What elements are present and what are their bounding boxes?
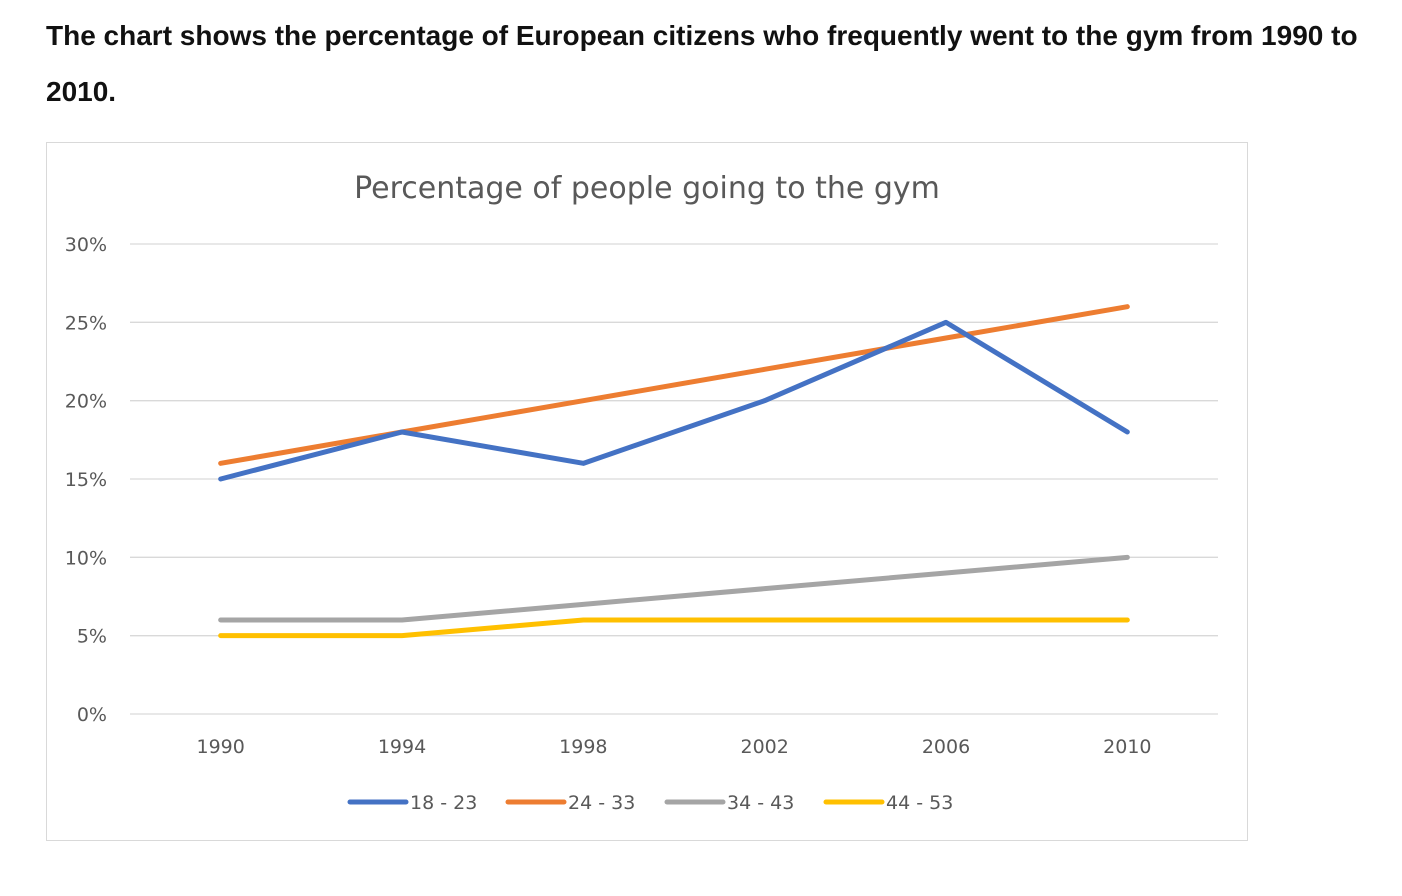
legend-label: 34 - 43 (727, 792, 794, 814)
x-axis-ticks: 1990 1994 1998 2002 2006 2010 (196, 736, 1151, 758)
legend-label: 24 - 33 (568, 792, 635, 814)
x-tick-label: 2006 (922, 736, 970, 758)
y-tick-label: 15% (65, 469, 107, 491)
chart-title: Percentage of people going to the gym (354, 171, 940, 206)
y-tick-label: 5% (77, 626, 107, 648)
y-tick-label: 20% (65, 391, 107, 413)
x-tick-label: 2002 (740, 736, 788, 758)
series-line-18-23 (218, 319, 1130, 482)
legend-label: 44 - 53 (886, 792, 953, 814)
y-tick-label: 30% (65, 234, 107, 256)
x-tick-label: 1990 (196, 736, 244, 758)
series-lines (218, 304, 1130, 639)
gridlines (130, 243, 1218, 715)
y-tick-label: 25% (65, 312, 107, 334)
series-line-34-43 (218, 554, 1130, 623)
y-tick-label: 10% (65, 547, 107, 569)
page-heading: The chart shows the percentage of Europe… (46, 20, 1358, 107)
legend: 18 - 23 24 - 33 34 - 43 44 - 53 (347, 792, 953, 814)
y-tick-label: 0% (77, 704, 107, 726)
series-line-44-53 (218, 617, 1130, 639)
x-tick-label: 1994 (378, 736, 426, 758)
y-axis-ticks: 0% 5% 10% 15% 20% 25% 30% (65, 234, 107, 726)
series-line-24-33 (218, 304, 1130, 466)
x-tick-label: 2010 (1103, 736, 1151, 758)
chart-frame (46, 142, 1248, 841)
x-tick-label: 1998 (559, 736, 607, 758)
legend-label: 18 - 23 (410, 792, 477, 814)
